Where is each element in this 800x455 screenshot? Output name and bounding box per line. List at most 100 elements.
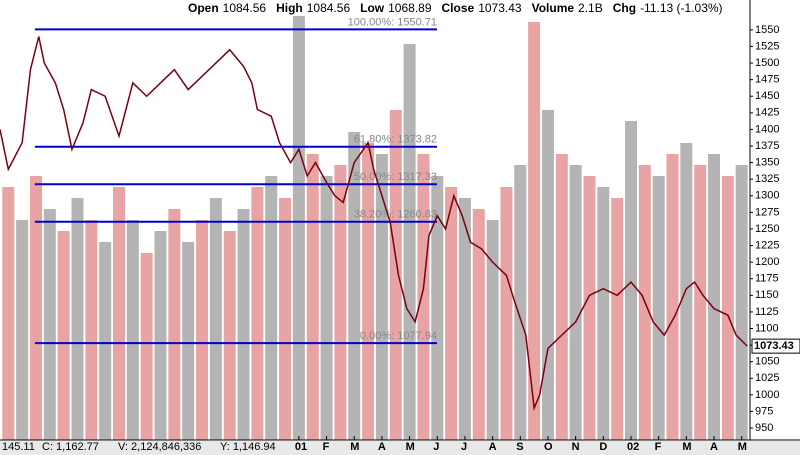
y-tick-label: 1325 — [755, 173, 779, 185]
value: 1084.56 — [306, 1, 351, 15]
x-tick-label: J — [460, 441, 468, 453]
volume-bar — [486, 220, 499, 440]
footer-text: V: 2,124,846,336 — [118, 441, 202, 453]
label: Volume — [531, 1, 575, 15]
volume-bar — [334, 165, 347, 440]
y-tick-label: 1375 — [755, 140, 779, 152]
x-tick-label: M — [682, 441, 692, 453]
volume-bar — [694, 165, 707, 440]
volume-bar — [140, 253, 153, 440]
label: Low — [360, 1, 385, 15]
y-tick-label: 1525 — [755, 40, 779, 52]
volume-bar — [611, 198, 624, 440]
value: 1068.89 — [388, 1, 432, 15]
y-tick-label: 1425 — [755, 107, 779, 119]
volume-bar — [57, 231, 70, 440]
y-tick-label: 1450 — [755, 90, 779, 102]
volume-bar — [708, 154, 721, 440]
volume-bar — [265, 176, 278, 440]
y-tick-label: 975 — [755, 405, 773, 417]
x-tick-label: 01 — [294, 441, 308, 453]
price-line — [0, 36, 748, 412]
volume-bar — [251, 187, 264, 440]
x-tick-label: O — [543, 441, 553, 453]
x-tick-label: F — [322, 441, 330, 453]
volume-bar — [417, 154, 430, 440]
axis-bg — [750, 0, 800, 440]
x-tick-label: M — [350, 441, 360, 453]
x-tick-label: A — [488, 441, 497, 453]
volume-bar — [99, 242, 112, 440]
volume-bar — [113, 187, 126, 440]
volume-bar — [458, 198, 471, 440]
y-tick-label: 1500 — [755, 57, 779, 69]
volume-bar — [182, 242, 195, 440]
volume-bar — [237, 209, 250, 440]
value: -11.13 (-1.03%) — [640, 1, 723, 15]
volume-bar — [348, 132, 361, 440]
y-tick-label: 1400 — [755, 123, 779, 135]
y-tick-label: 1025 — [755, 372, 779, 384]
volume-bar — [721, 176, 734, 440]
x-tick-label: S — [516, 441, 524, 453]
volume-bar — [2, 187, 15, 440]
volume-bar — [71, 198, 84, 440]
volume-bar — [16, 220, 29, 440]
volume-bar — [500, 187, 513, 440]
y-tick-label: 1125 — [755, 306, 779, 318]
x-tick-label: J — [433, 441, 440, 453]
volume-bar — [85, 220, 98, 440]
volume-bar — [43, 209, 56, 440]
x-tick-label: M — [405, 441, 415, 453]
fib-label: 61.80%: 1373.82 — [354, 134, 437, 146]
y-tick-label: 1050 — [755, 356, 779, 368]
volume-bar — [403, 44, 416, 440]
y-tick-label: 1275 — [755, 206, 779, 218]
value: 1073.43 — [478, 1, 522, 15]
last-price: 1073.43 — [754, 340, 794, 352]
y-tick-label: 1150 — [755, 289, 779, 301]
y-tick-label: 1000 — [755, 389, 779, 401]
volume-bar — [528, 22, 541, 440]
volume-bar — [735, 165, 748, 440]
volume-bar — [168, 209, 181, 440]
volume-bar — [680, 143, 693, 440]
footer-text: 145.11 — [2, 441, 35, 453]
volume-bar — [223, 231, 236, 440]
volume-bar — [306, 154, 319, 440]
y-tick-label: 1350 — [755, 157, 779, 169]
volume-bar — [362, 143, 375, 440]
volume-bar — [279, 198, 292, 440]
fib-label: 38.20%: 1260.83 — [354, 209, 437, 221]
value: 1084.56 — [222, 1, 267, 15]
volume-bar — [555, 154, 568, 440]
y-tick-label: 1475 — [755, 74, 779, 86]
fib-label: 100.00%: 1550.71 — [348, 16, 437, 28]
volume-bar — [624, 121, 637, 440]
x-tick-label: M — [737, 441, 747, 453]
footer: 145.11 C: 1,162.77 V: 2,124,846,336 Y: 1… — [0, 441, 800, 455]
y-tick-label: 1200 — [755, 256, 779, 268]
y-tick-label: 1225 — [755, 239, 779, 251]
volume-bar — [154, 231, 167, 440]
volume-bar — [431, 176, 444, 440]
volume-bar — [569, 165, 582, 440]
volume-bar — [196, 220, 209, 440]
volume-bar — [583, 176, 596, 440]
label: Close — [441, 1, 475, 15]
y-tick-label: 1550 — [755, 24, 779, 36]
volume-bar — [126, 220, 139, 440]
volume-bar — [652, 176, 665, 440]
x-tick-label: N — [571, 441, 580, 453]
quote-header: Open 1084.56 High 1084.56 Low 1068.89 Close… — [178, 0, 727, 16]
volume-bar — [292, 11, 305, 440]
x-tick-label: F — [654, 441, 662, 453]
volume-bar — [445, 187, 458, 440]
volume-bar — [29, 176, 42, 440]
volume-bar — [209, 198, 222, 440]
y-tick-label: 950 — [755, 422, 773, 434]
y-tick-label: 1300 — [755, 190, 779, 202]
x-tick-label: D — [599, 441, 608, 453]
